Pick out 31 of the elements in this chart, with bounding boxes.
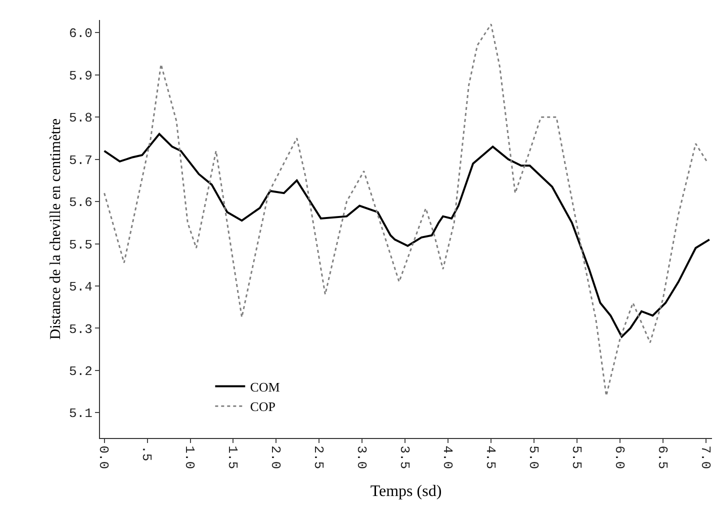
- y-axis-title: Distance de la cheville en centimètre: [48, 118, 64, 340]
- y-tick-label: 5.7: [68, 152, 92, 168]
- x-tick-label: .5: [139, 446, 154, 462]
- x-tick-label: 6.5: [654, 446, 670, 470]
- y-tick-label: 5.8: [68, 110, 92, 126]
- x-tick-label: 0.0: [96, 446, 112, 470]
- x-tick-label: 3.5: [396, 446, 412, 470]
- x-tick-label: 1.0: [182, 446, 198, 470]
- x-tick-label: 3.0: [354, 446, 369, 470]
- y-tick-label: 5.3: [68, 322, 92, 337]
- y-tick-label: 5.6: [68, 195, 92, 210]
- x-tick-label: 6.0: [612, 446, 627, 470]
- line-series: [103, 133, 710, 338]
- y-tick-label: 5.5: [68, 237, 92, 252]
- y-tick-label: 5.9: [68, 68, 92, 84]
- legend-label: COM: [250, 379, 280, 394]
- x-tick-label: 4.5: [482, 446, 498, 470]
- x-tick-label: 4.0: [440, 446, 455, 470]
- legend-label: COP: [250, 399, 276, 414]
- y-tick-label: 5.2: [68, 364, 92, 379]
- x-axis-title: Temps (sd): [370, 483, 442, 500]
- y-tick-label: 6.0: [68, 26, 92, 42]
- x-tick-label: 7.0: [698, 446, 713, 470]
- y-tick-label: 5.4: [68, 280, 93, 295]
- x-tick-label: 5.5: [568, 446, 584, 470]
- x-tick-label: 1.5: [225, 446, 240, 470]
- x-tick-label: 2.5: [310, 446, 326, 470]
- x-tick-label: 2.0: [268, 446, 283, 470]
- line-series: [104, 23, 708, 397]
- y-tick-label: 5.1: [68, 406, 93, 422]
- x-tick-label: 5.0: [526, 446, 541, 470]
